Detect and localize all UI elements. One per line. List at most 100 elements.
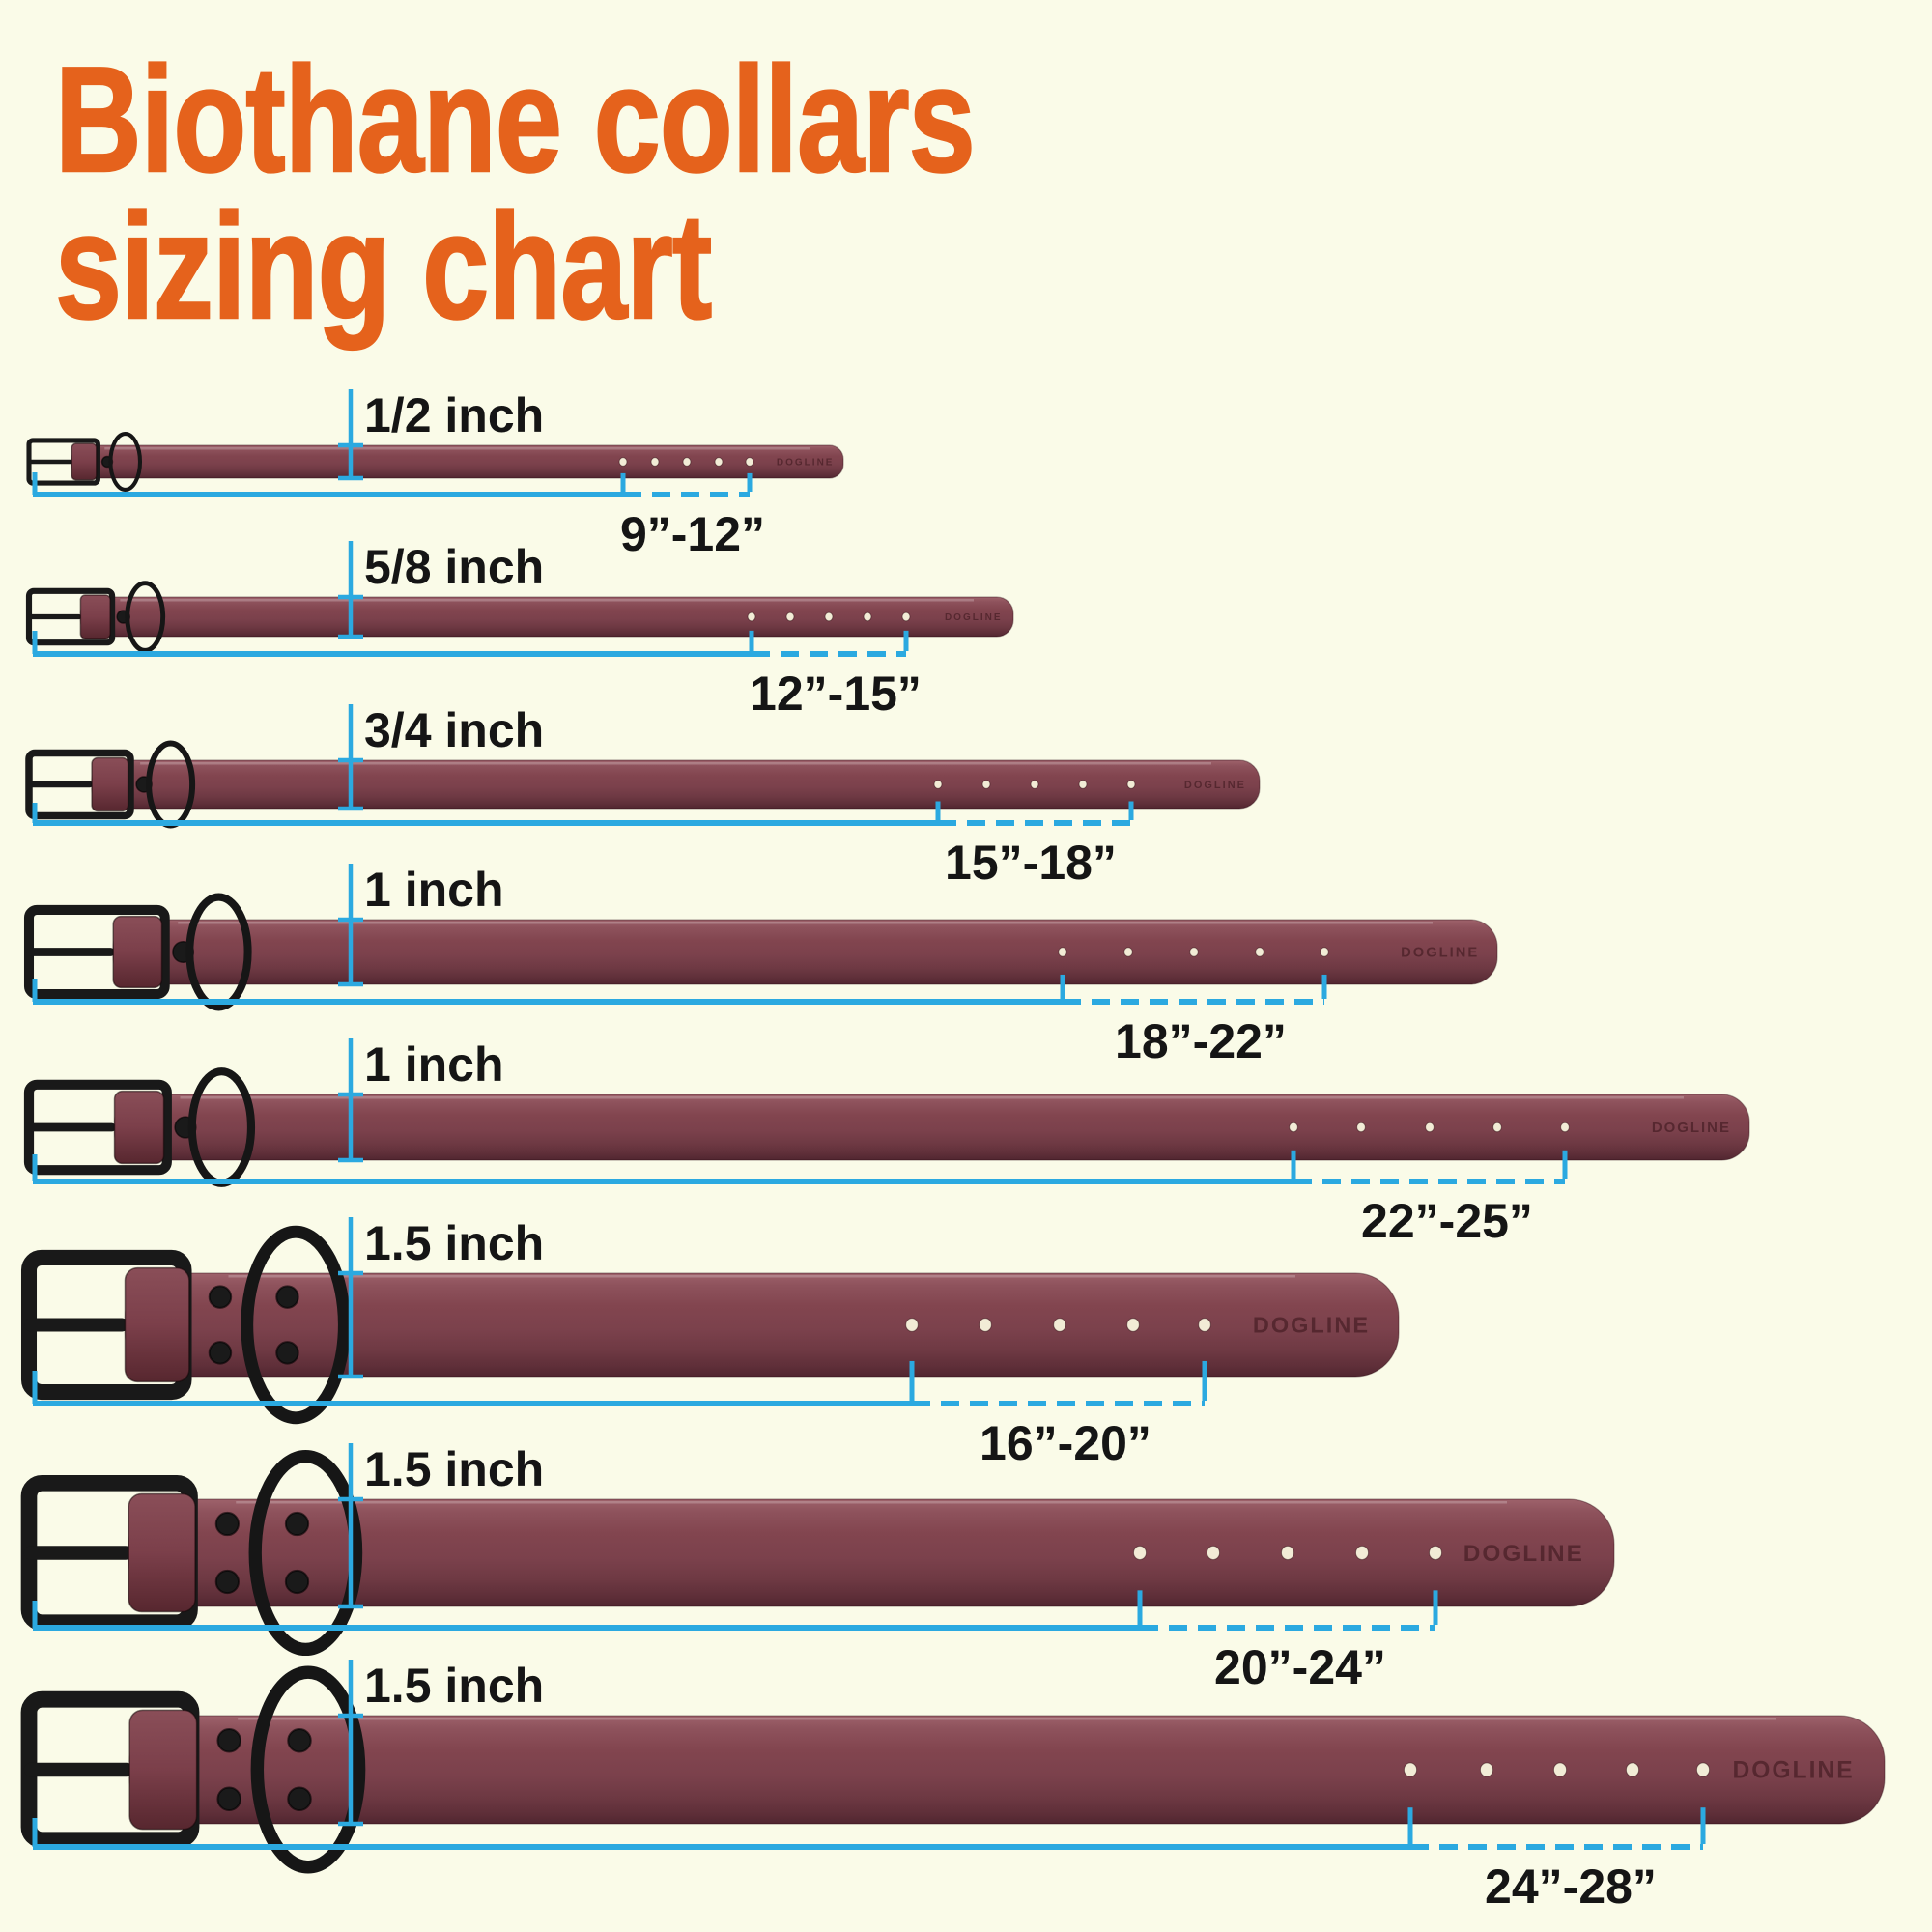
hole [1428,1545,1443,1561]
hole [1354,1545,1370,1561]
measurements [32,704,1134,826]
hole [1255,947,1264,957]
hole [1198,1318,1211,1332]
strap-keeper [112,915,163,989]
strap-keeper [91,756,129,812]
hole [1552,1762,1568,1777]
hole [785,611,795,622]
d-ring [125,581,166,653]
rivet [284,1569,310,1595]
hole [1123,947,1133,957]
hole [1560,1122,1570,1133]
rivet [275,1341,299,1365]
size-range-label: 9”-12” [619,507,766,561]
hole [1058,947,1067,957]
d-ring [248,1449,363,1657]
brand-emboss: DOGLINE [1732,1758,1854,1784]
adjustment-holes [1058,947,1329,957]
size-range-label: 12”-15” [750,667,922,721]
collar-row-1: DOGLINE [26,389,844,497]
collar-row-6: DOGLINE [20,1217,1400,1425]
strap-keeper [128,1709,198,1831]
adjustment-holes [618,457,754,467]
brand-emboss: DOGLINE [1184,780,1246,791]
hole [863,611,872,622]
size-range-label: 15”-18” [945,836,1117,890]
hole [1132,1545,1148,1561]
hole [1126,780,1136,789]
collar-strap [128,1715,1886,1825]
width-label: 1.5 inch [364,1659,545,1713]
strap-highlight [236,1501,1508,1504]
size-range-label: 22”-25” [1361,1194,1533,1248]
hole [1280,1545,1295,1561]
hole [1189,947,1199,957]
width-label: 3/4 inch [364,703,545,757]
strap-keeper [71,442,98,481]
size-range-label: 24”-28” [1485,1860,1657,1914]
brand-emboss: DOGLINE [777,458,835,469]
width-label: 1 inch [364,863,504,917]
hole [1053,1318,1066,1332]
measurements [32,864,1327,1005]
hole [747,611,756,622]
measurements [32,1038,1568,1184]
brand-emboss: DOGLINE [1253,1313,1370,1338]
width-label: 1/2 inch [364,388,545,442]
hole [1479,1762,1494,1777]
hole [1320,947,1329,957]
hole [901,611,911,622]
measurements [32,1660,1706,1850]
hole [981,780,991,789]
d-ring [108,432,143,492]
width-label: 1.5 inch [364,1216,545,1270]
adjustment-holes [1132,1545,1443,1561]
rivet [275,1285,299,1309]
adjustment-holes [747,611,911,622]
hole [1356,1122,1366,1133]
d-ring [185,893,252,1011]
hole [682,457,692,467]
rivet [208,1341,233,1365]
page-title: Biothane collars sizing chart [54,36,977,350]
hole [933,780,943,789]
collar-row-5: DOGLINE [23,1038,1750,1187]
adjustment-holes [1403,1762,1711,1777]
size-range-label: 16”-20” [980,1416,1151,1470]
brand-emboss: DOGLINE [1401,946,1479,961]
collar-row-3: DOGLINE [25,704,1261,829]
hole [650,457,660,467]
hole [1126,1318,1140,1332]
strap-highlight [120,599,974,602]
hole [745,457,754,467]
strap-highlight [238,1718,1776,1720]
brand-emboss: DOGLINE [945,612,1003,623]
hole [824,611,834,622]
collar-row-4: DOGLINE [23,864,1498,1011]
collar-row-8: DOGLINE [20,1660,1886,1874]
hole [1289,1122,1298,1133]
hole [618,457,628,467]
rivet [284,1511,310,1537]
title-line-2: sizing chart [54,182,713,350]
collar-strap [71,444,844,479]
rivet [287,1728,312,1753]
hole [1425,1122,1435,1133]
d-ring [250,1665,366,1874]
strap-highlight [104,447,810,450]
adjustment-holes [905,1318,1211,1332]
hole [1078,780,1088,789]
title-line-1: Biothane collars [54,36,977,203]
width-label: 1.5 inch [364,1442,545,1496]
hole [1492,1122,1502,1133]
collar-strap [113,1094,1750,1161]
measurements [32,389,753,497]
adjustment-holes [933,780,1136,789]
brand-emboss: DOGLINE [1463,1541,1584,1567]
hole [1030,780,1039,789]
strap-highlight [180,1096,1684,1099]
strap-keeper [113,1090,165,1165]
hole [905,1318,919,1332]
hole [1403,1762,1418,1777]
size-range-label: 20”-24” [1214,1640,1386,1694]
